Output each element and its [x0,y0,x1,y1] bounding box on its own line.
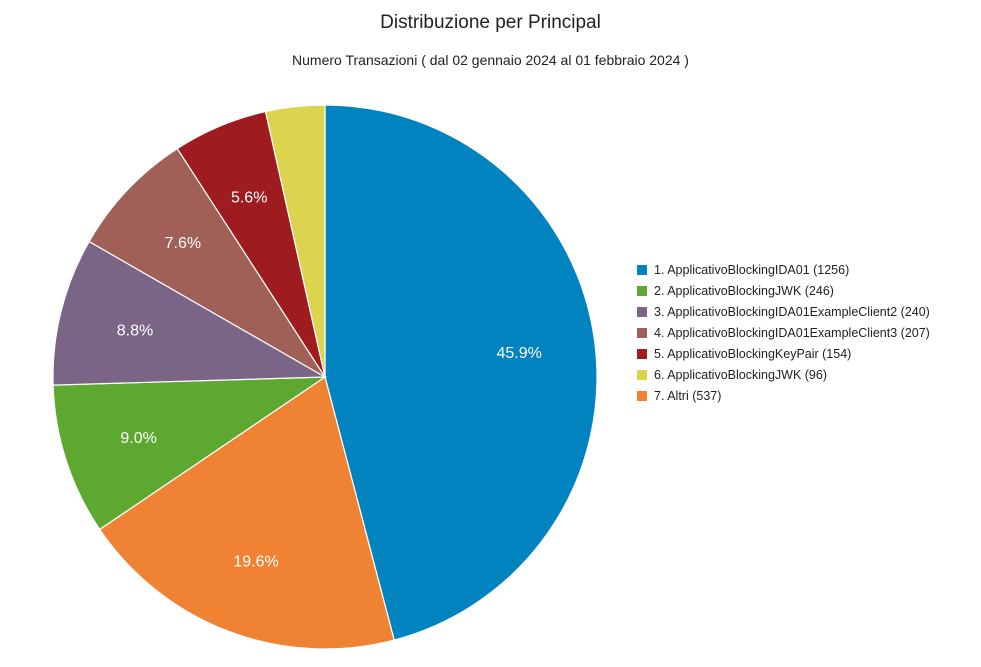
pie-slice-7 [98,376,395,650]
chart-legend: 1. ApplicativoBlockingIDA01 (1256) 2. App… [637,259,930,406]
legend-item-7[interactable]: 7. Altri (537) [637,385,930,406]
legend-item-1[interactable]: 1. ApplicativoBlockingIDA01 (1256) [637,259,930,280]
pie-slice-1 [324,104,598,641]
chart-subtitle: Numero Transazioni ( dal 02 gennaio 2024… [292,52,689,68]
legend-label: 7. Altri (537) [654,388,722,403]
legend-swatch [637,390,647,401]
chart-title: Distribuzione per Principal [380,12,601,33]
legend-item-6[interactable]: 6. ApplicativoBlockingJWK (96) [637,364,930,385]
legend-swatch [637,369,647,380]
legend-label: 5. ApplicativoBlockingKeyPair (154) [654,346,852,361]
legend-item-4[interactable]: 4. ApplicativoBlockingIDA01ExampleClient… [637,322,930,343]
slice-percent-label-7: 19.6% [233,553,278,570]
legend-swatch [637,264,647,275]
legend-item-3[interactable]: 3. ApplicativoBlockingIDA01ExampleClient… [637,301,930,322]
slice-percent-label-2: 9.0% [120,430,156,447]
legend-swatch [637,285,647,296]
pie-slice-3 [52,240,328,386]
slice-percent-label-5: 5.6% [231,189,267,206]
slice-percent-label-1: 45.9% [497,345,542,362]
legend-swatch [637,348,647,359]
legend-label: 3. ApplicativoBlockingIDA01ExampleClient… [654,304,930,319]
legend-swatch [637,306,647,317]
legend-label: 4. ApplicativoBlockingIDA01ExampleClient… [654,325,930,340]
slice-percent-label-3: 8.8% [117,322,153,339]
legend-item-2[interactable]: 2. ApplicativoBlockingJWK (246) [637,280,930,301]
legend-label: 2. ApplicativoBlockingJWK (246) [654,283,834,298]
pie-slice-2 [52,376,328,531]
pie-slice-4 [88,147,326,378]
slice-percent-label-4: 7.6% [165,235,201,252]
legend-label: 1. ApplicativoBlockingIDA01 (1256) [654,262,850,277]
legend-swatch [637,327,647,338]
legend-label: 6. ApplicativoBlockingJWK (96) [654,367,827,382]
pie-slice-6 [264,104,326,378]
legend-item-5[interactable]: 5. ApplicativoBlockingKeyPair (154) [637,343,930,364]
